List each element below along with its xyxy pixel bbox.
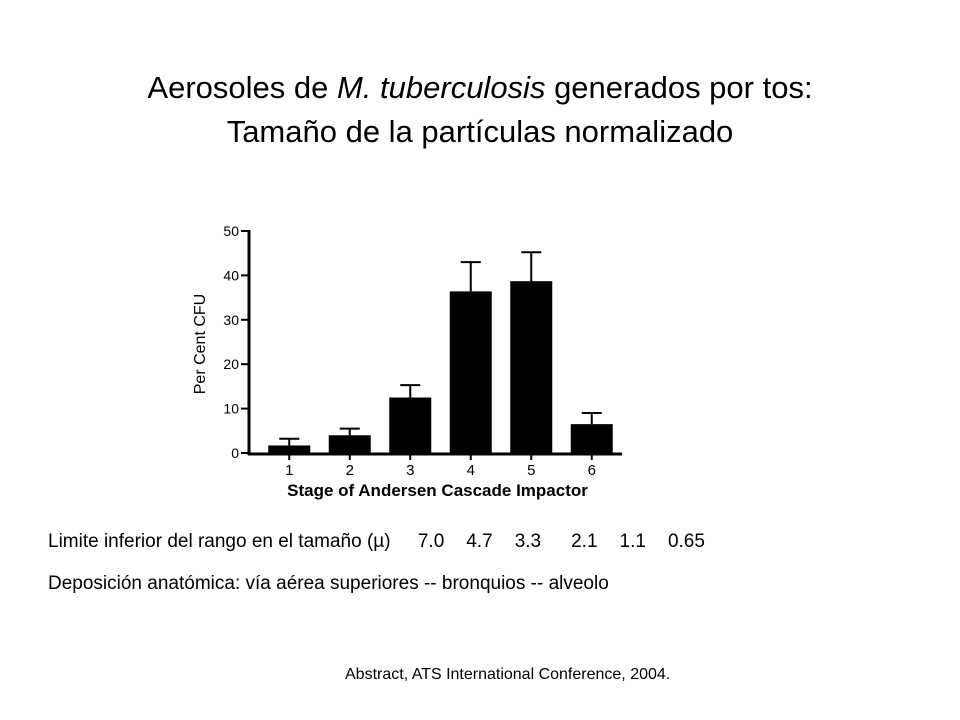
- title-prefix: Aerosoles de: [147, 70, 337, 105]
- y-tick-label: 20: [223, 356, 239, 372]
- size-range-value: 1.1: [619, 531, 646, 552]
- slide-title: Aerosoles de M. tuberculosis generados p…: [0, 66, 960, 154]
- x-tick-label: 1: [285, 462, 293, 479]
- title-suffix: generados por tos:: [545, 70, 813, 105]
- bar-stage-6: [570, 424, 613, 453]
- bar-stage-2: [328, 435, 371, 453]
- y-axis-label: Per Cent CFU: [192, 294, 209, 394]
- size-range-value: 4.7: [466, 531, 493, 552]
- x-tick-label: 5: [527, 462, 535, 479]
- size-range-value: 3.3: [514, 531, 542, 552]
- size-range-value: 2.1: [571, 531, 598, 552]
- x-axis-label: Stage of Andersen Cascade Impactor: [287, 481, 588, 500]
- bar-stage-4: [449, 291, 492, 453]
- x-tick-label: 4: [467, 462, 475, 479]
- size-range-values: 7.0 4.7 3.3 2.1 1.1 0.65: [396, 531, 705, 552]
- title-italic-species: M. tuberculosis: [336, 70, 546, 105]
- y-tick-label: 10: [223, 401, 239, 417]
- bar-stage-3: [389, 397, 432, 453]
- y-tick-label: 30: [223, 312, 239, 328]
- bar-stage-1: [268, 445, 311, 453]
- size-range-value: 0.65: [667, 531, 705, 552]
- y-tick-label: 50: [223, 223, 239, 239]
- y-tick-label: 0: [231, 445, 239, 461]
- size-range-value: 7.0: [417, 531, 445, 552]
- x-tick-label: 2: [346, 462, 354, 479]
- title-line-1: Aerosoles de M. tuberculosis generados p…: [0, 66, 960, 110]
- y-tick-label: 40: [223, 267, 239, 283]
- x-tick-label: 3: [406, 462, 414, 479]
- source-citation: Abstract, ATS International Conference, …: [345, 666, 671, 683]
- x-tick-label: 6: [588, 462, 596, 479]
- deposition-line: Deposición anatómica: vía aérea superior…: [48, 573, 609, 594]
- size-range-line: Limite inferior del rango en el tamaño (…: [48, 531, 705, 553]
- bar-stage-5: [510, 281, 553, 453]
- title-line-2: Tamaño de la partículas normalizado: [226, 114, 734, 149]
- size-range-label: Limite inferior del rango en el tamaño (…: [48, 531, 391, 552]
